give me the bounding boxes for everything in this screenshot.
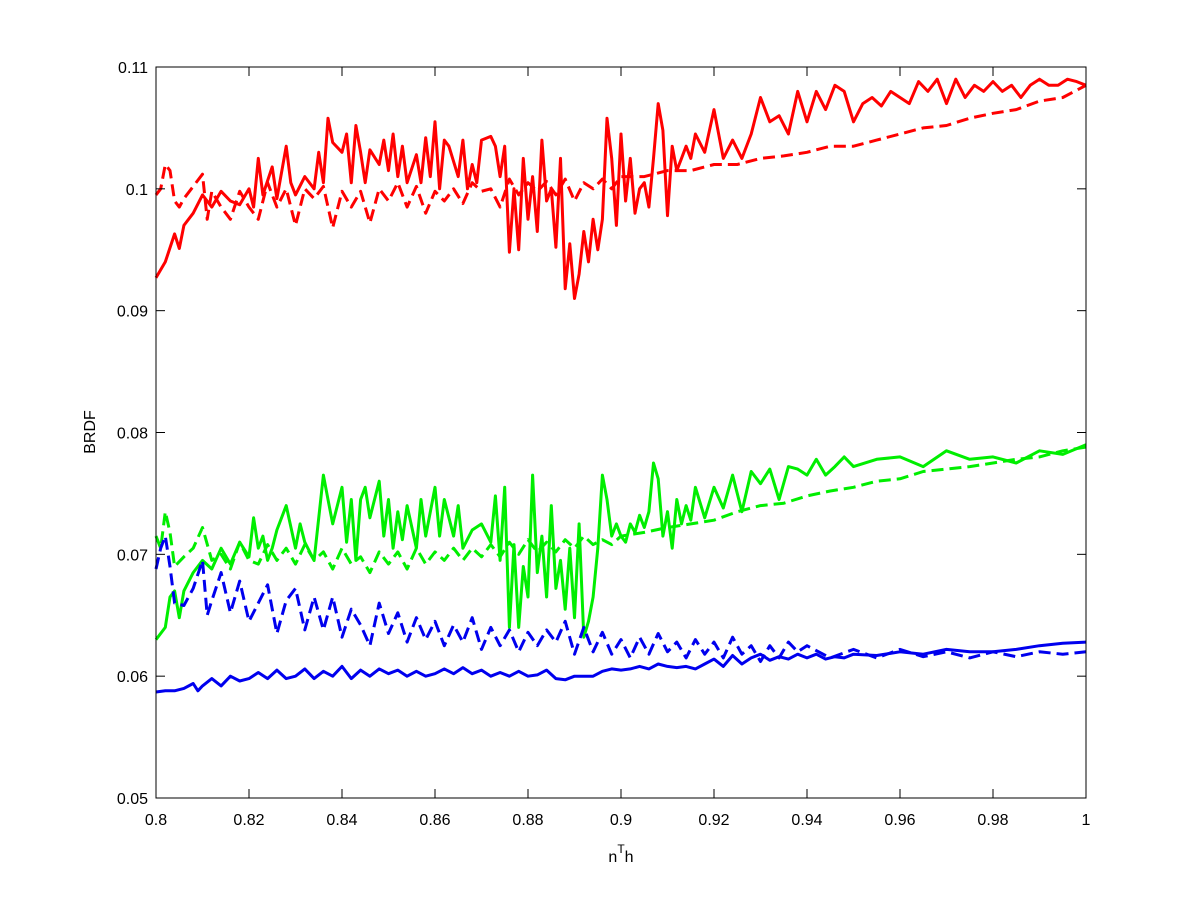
series-red-dashed-line <box>154 83 1087 230</box>
series-green-solid-line <box>154 443 1087 641</box>
x-tick-label: 0.9 <box>610 812 632 829</box>
series-red-solid-line <box>154 77 1087 300</box>
series-blue-solid-line <box>155 640 1087 694</box>
x-tick-label: 1 <box>1082 812 1091 829</box>
x-tick-label: 0.96 <box>884 812 915 829</box>
series-layer <box>154 77 1087 694</box>
x-tick-label: 0.84 <box>326 812 357 829</box>
x-tick-label: 0.82 <box>233 812 264 829</box>
series-blue-dashed-line <box>154 534 1087 663</box>
x-axis-label: nTh <box>608 842 633 866</box>
y-tick-label: 0.1 <box>126 182 148 199</box>
tick-layer: 0.8 0.82 0.84 0.86 0.88 0.9 0.92 0.94 0.96 0.98 1 0… <box>117 60 1091 829</box>
y-axis-label: BRDF <box>82 410 99 454</box>
x-tick-label: 0.8 <box>145 812 167 829</box>
y-tick-label: 0.05 <box>117 791 148 808</box>
plot-area-background <box>156 67 1086 798</box>
y-tick-label: 0.06 <box>117 669 148 686</box>
y-tick-label: 0.11 <box>118 60 148 77</box>
y-tick-label: 0.07 <box>117 547 148 564</box>
x-tick-label: 0.92 <box>698 812 729 829</box>
x-tick-label: 0.98 <box>977 812 1008 829</box>
y-tick-label: 0.08 <box>117 426 148 443</box>
x-tick-label: 0.86 <box>419 812 450 829</box>
x-tick-label: 0.88 <box>512 812 543 829</box>
y-tick-label: 0.09 <box>117 304 148 321</box>
x-tick-label: 0.94 <box>791 812 822 829</box>
